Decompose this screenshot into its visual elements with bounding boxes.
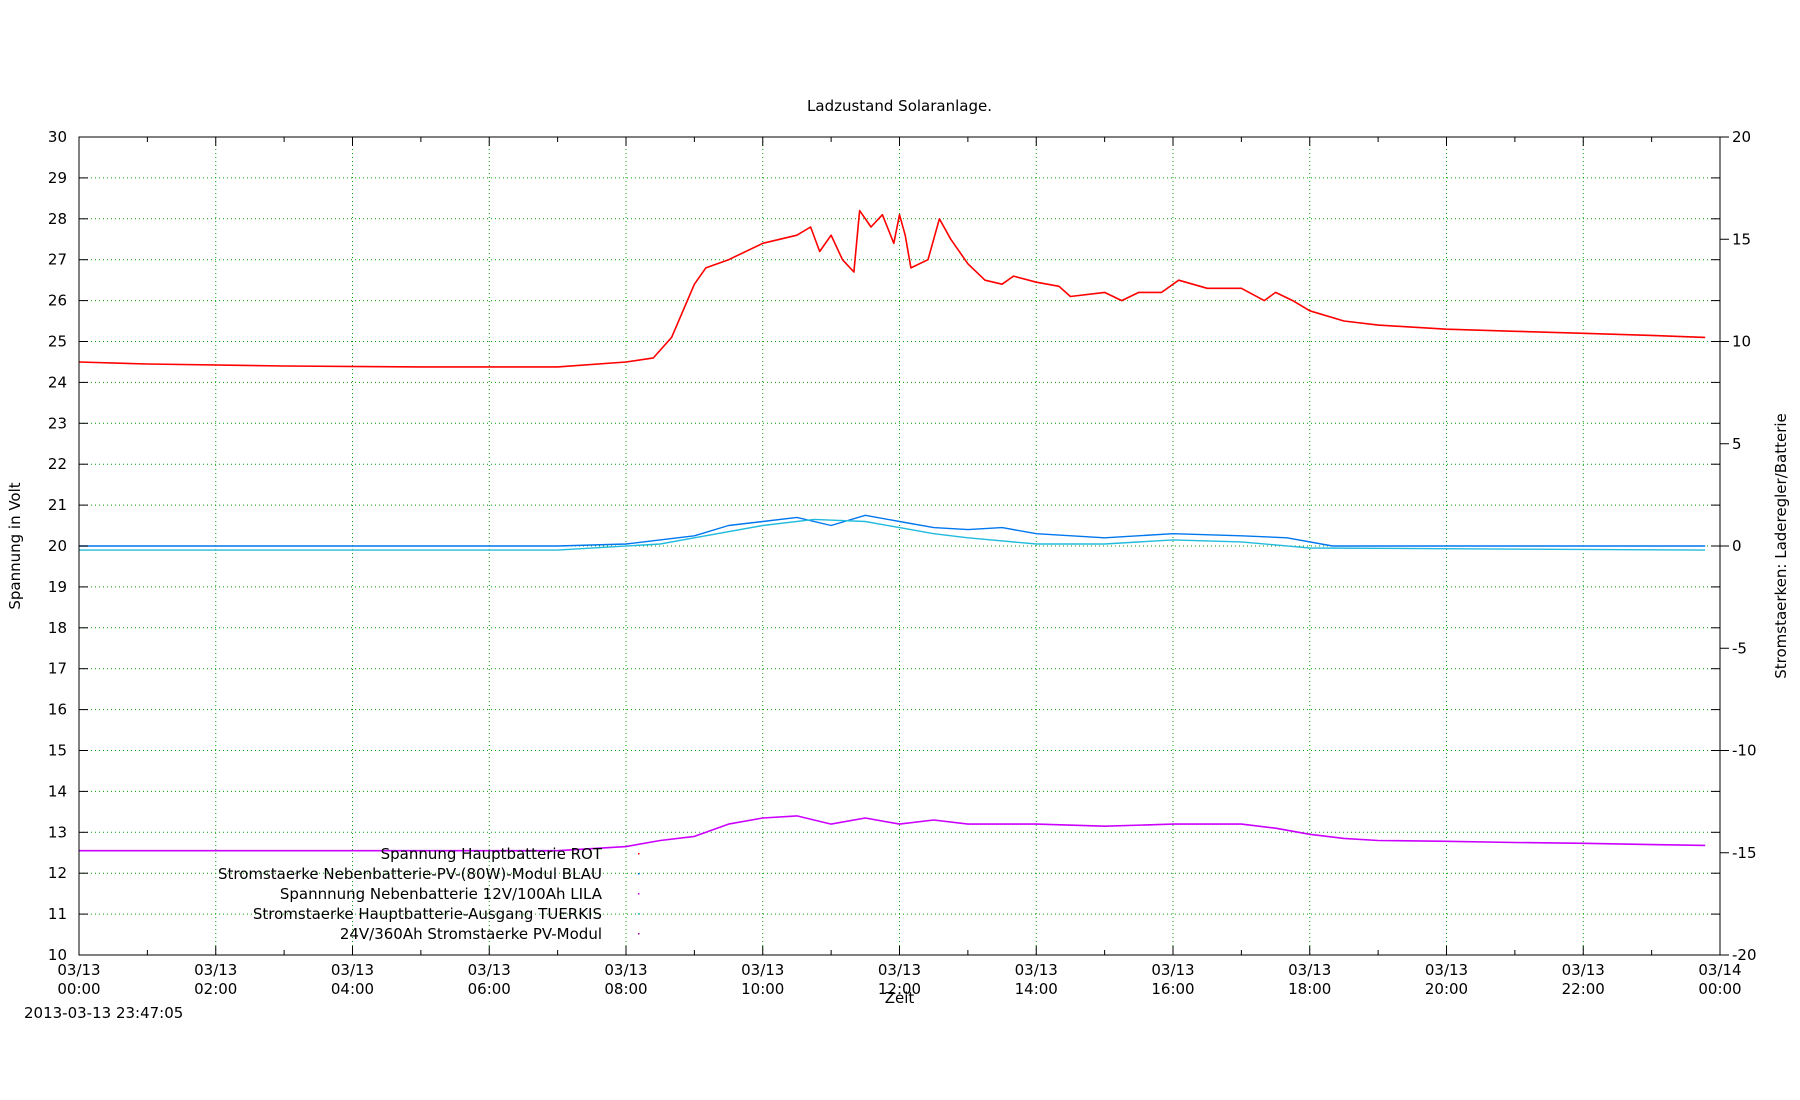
y-axis-label: Spannung in Volt xyxy=(6,482,24,609)
x-tick-label-date: 03/13 xyxy=(1425,961,1468,979)
x-tick-label-time: 06:00 xyxy=(468,980,511,998)
x-tick-label-time: 22:00 xyxy=(1562,980,1605,998)
legend-label: 24V/360Ah Stromstaerke PV-Modul xyxy=(340,925,602,943)
legend-label: Stromstaerke Nebenbatterie-PV-(80W)-Modu… xyxy=(218,865,602,883)
x-tick-label-date: 03/13 xyxy=(741,961,784,979)
y-tick-label: 19 xyxy=(48,578,67,596)
legend-label: Stromstaerke Hauptbatterie-Ausgang TUERK… xyxy=(253,905,602,923)
y2-tick-label: 10 xyxy=(1732,333,1751,351)
series-line-0 xyxy=(78,209,1706,368)
y-tick-label: 28 xyxy=(48,210,67,228)
x-tick-label-date: 03/13 xyxy=(1151,961,1194,979)
legend-swatch xyxy=(638,933,640,935)
x-tick-label-date: 03/13 xyxy=(604,961,647,979)
x-axis-label: Zeit xyxy=(885,989,915,1007)
y-tick-label: 10 xyxy=(48,946,67,964)
x-tick-label-time: 00:00 xyxy=(57,980,100,998)
x-tick-label-date: 03/13 xyxy=(1288,961,1331,979)
series-line-3 xyxy=(79,518,1706,551)
y2-tick-label: 15 xyxy=(1732,230,1751,248)
x-tick-label-time: 12:00 xyxy=(878,980,921,998)
x-tick-label-time: 14:00 xyxy=(1015,980,1058,998)
series-layer xyxy=(78,209,1706,852)
y-tick-label: 24 xyxy=(48,373,67,391)
y2-tick-label: -5 xyxy=(1732,639,1747,657)
ticks: 10 11 12 13 14 15 16 17 18 19 20 21 22 23 24 25 26 27 28 29… xyxy=(48,128,1757,998)
y-tick-label: 21 xyxy=(48,496,67,514)
axis-labels: Zeit Spannung in Volt Stromstaerken: Lad… xyxy=(6,413,1790,1007)
y-tick-label: 17 xyxy=(48,660,67,678)
x-tick-label-time: 10:00 xyxy=(741,980,784,998)
legend: Spannung Hauptbatterie ROT Stromstaerke N… xyxy=(218,845,640,943)
x-tick-label-time: 00:00 xyxy=(1698,980,1741,998)
y-tick-label: 27 xyxy=(48,251,67,269)
y2-axis-label: Stromstaerken: Laderegler/Batterie xyxy=(1772,413,1790,679)
y2-tick-label: 5 xyxy=(1732,435,1742,453)
y-tick-label: 12 xyxy=(48,864,67,882)
x-tick-label-time: 18:00 xyxy=(1288,980,1331,998)
y-tick-label: 15 xyxy=(48,742,67,760)
y-tick-label: 22 xyxy=(48,455,67,473)
y2-tick-label: 0 xyxy=(1732,537,1742,555)
x-tick-label-date: 03/13 xyxy=(878,961,921,979)
y-tick-label: 16 xyxy=(48,701,67,719)
legend-label: Spannung Hauptbatterie ROT xyxy=(381,845,603,863)
y2-tick-label: -15 xyxy=(1732,844,1757,862)
y2-tick-label: 20 xyxy=(1732,128,1751,146)
x-tick-label-date: 03/14 xyxy=(1698,961,1741,979)
x-tick-label-date: 03/13 xyxy=(331,961,374,979)
y-tick-label: 25 xyxy=(48,333,67,351)
y-tick-label: 11 xyxy=(48,905,67,923)
series-line-1 xyxy=(79,514,1706,547)
x-tick-label-date: 03/13 xyxy=(57,961,100,979)
legend-label: Spannnung Nebenbatterie 12V/100Ah LILA xyxy=(280,885,603,903)
x-tick-label-time: 08:00 xyxy=(604,980,647,998)
x-tick-label-date: 03/13 xyxy=(1015,961,1058,979)
x-tick-label-date: 03/13 xyxy=(1562,961,1605,979)
legend-swatch xyxy=(638,913,640,915)
x-tick-label-time: 16:00 xyxy=(1151,980,1194,998)
y-tick-label: 14 xyxy=(48,782,67,800)
x-tick-label-date: 03/13 xyxy=(194,961,237,979)
y-tick-label: 29 xyxy=(48,169,67,187)
timestamp: 2013-03-13 23:47:05 xyxy=(24,1004,184,1022)
chart-title: Ladzustand Solaranlage. xyxy=(807,97,992,115)
y-tick-label: 23 xyxy=(48,414,67,432)
y2-tick-label: -10 xyxy=(1732,742,1757,760)
y-tick-label: 26 xyxy=(48,292,67,310)
y-tick-label: 30 xyxy=(48,128,67,146)
legend-swatch xyxy=(638,853,640,855)
x-tick-label-time: 02:00 xyxy=(194,980,237,998)
y-tick-label: 20 xyxy=(48,537,67,555)
y-tick-label: 13 xyxy=(48,823,67,841)
x-tick-label-date: 03/13 xyxy=(468,961,511,979)
y2-tick-label: -20 xyxy=(1732,946,1757,964)
x-tick-label-time: 04:00 xyxy=(331,980,374,998)
legend-swatch xyxy=(638,893,640,895)
series-line-2 xyxy=(79,815,1706,852)
y-tick-label: 18 xyxy=(48,619,67,637)
legend-swatch xyxy=(638,873,640,875)
x-tick-label-time: 20:00 xyxy=(1425,980,1468,998)
